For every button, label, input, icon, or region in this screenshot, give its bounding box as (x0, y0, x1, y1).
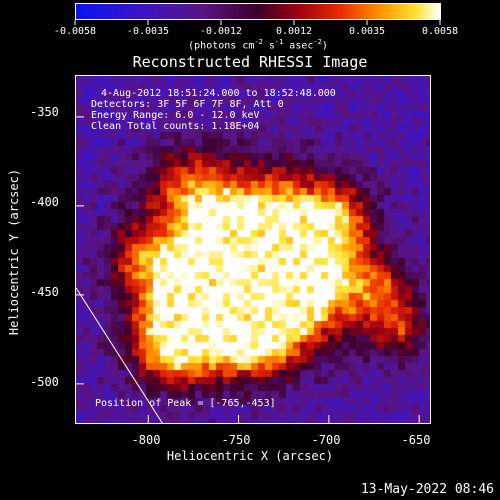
y-tick-label: -400 (30, 195, 59, 209)
heatmap-image (76, 76, 430, 423)
colorbar-label: 0.0012 (275, 26, 313, 37)
x-tick-label: -700 (311, 433, 341, 447)
x-tick-label: -650 (401, 433, 431, 447)
colorbar-label: -0.0012 (199, 26, 243, 37)
colorbar-label: 0.0035 (348, 26, 386, 37)
x-tick-label: -800 (131, 433, 161, 447)
colorbar-label: -0.0035 (126, 26, 170, 37)
info-detectors: Detectors: 3F 5F 6F 7F 8F, Att 0 (91, 99, 284, 110)
y-tick-label: -350 (30, 105, 59, 119)
info-total-counts: Clean Total counts: 1.18E+04 (91, 121, 260, 132)
info-time-range: 4-Aug-2012 18:51:24.000 to 18:52:48.000 (101, 88, 336, 99)
solar-limb-line (76, 287, 163, 423)
y-tick-label: -450 (30, 285, 59, 299)
y-axis-label: Heliocentric Y (arcsec) (7, 168, 21, 336)
colorbar-units: (photons cm-2 s-1 asec-2) (188, 38, 328, 52)
colorbar-label: -0.0058 (53, 26, 97, 37)
plot-area: 4-Aug-2012 18:51:24.000 to 18:52:48.000 … (75, 75, 431, 424)
colorbar-ticks (74, 20, 441, 25)
x-axis-label: Heliocentric X (arcsec) (166, 449, 334, 463)
plot-overlay (76, 116, 420, 423)
date-stamp: 13-May-2022 08:46 (360, 482, 494, 497)
info-energy-range: Energy Range: 6.0 - 12.0 keV (91, 110, 260, 121)
colorbar (75, 3, 441, 20)
y-tick-label: -500 (30, 375, 59, 389)
x-tick-label: -750 (221, 433, 251, 447)
chart-title: Reconstructed RHESSI Image (132, 53, 368, 71)
peak-position-label: Position of Peak = [-765,-453] (95, 398, 276, 409)
colorbar-label: 0.0058 (421, 26, 459, 37)
